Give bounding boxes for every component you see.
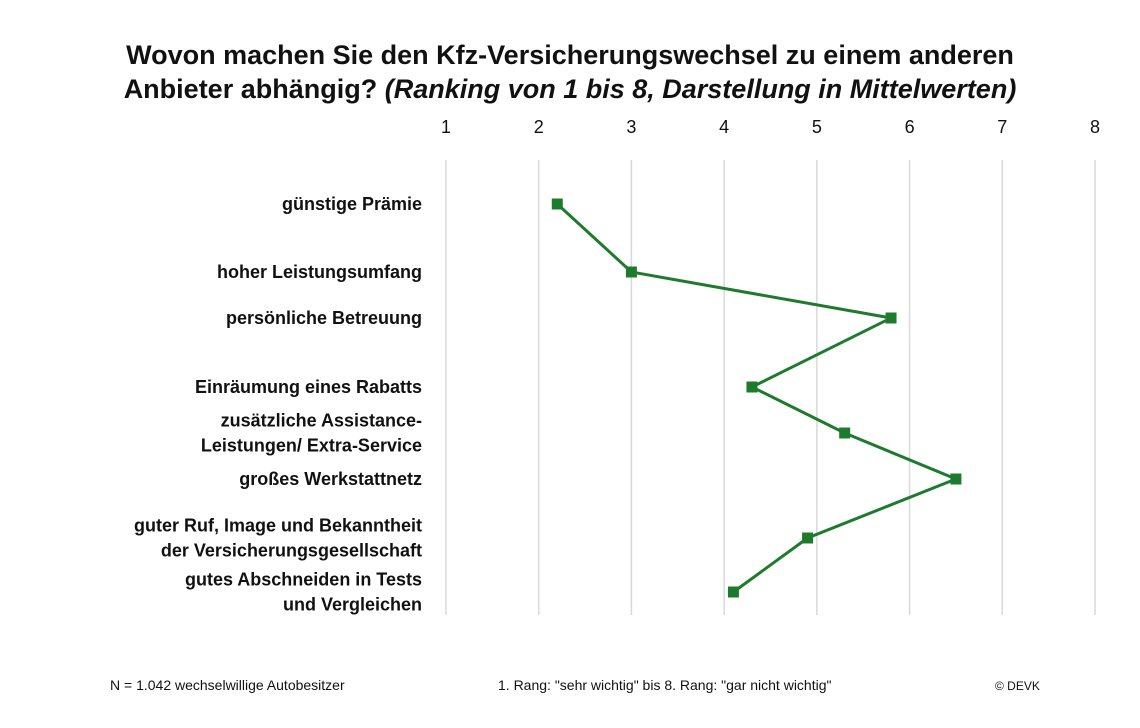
data-point-marker: [802, 532, 814, 544]
category-label: und Vergleichen: [283, 595, 422, 615]
copyright: © DEVK: [995, 679, 1040, 693]
data-point-marker: [727, 586, 739, 598]
data-point-marker: [950, 473, 962, 485]
category-label: gutes Abschneiden in Tests: [185, 570, 422, 590]
category-label: der Versicherungsgesellschaft: [161, 541, 422, 561]
category-label: hoher Leistungsumfang: [217, 262, 422, 282]
data-point-marker: [551, 198, 563, 210]
sample-note: N = 1.042 wechselwillige Autobesitzer: [110, 677, 345, 693]
category-label: großes Werkstattnetz: [239, 469, 422, 489]
category-label: persönliche Betreuung: [226, 308, 422, 328]
x-tick-label: 4: [719, 117, 729, 137]
title-line-1: Wovon machen Sie den Kfz-Versicherungswe…: [126, 40, 1014, 70]
category-label: zusätzliche Assistance-: [221, 411, 422, 431]
data-point-marker: [746, 381, 758, 393]
data-point-marker: [625, 266, 637, 278]
title-main: Anbieter abhängig?: [123, 74, 378, 104]
category-label: günstige Prämie: [282, 194, 422, 214]
title-subtitle: (Ranking von 1 bis 8, Darstellung in Mit…: [384, 74, 1017, 104]
category-label: guter Ruf, Image und Bekanntheit: [134, 516, 422, 536]
x-tick-label: 5: [812, 117, 822, 137]
category-label: Leistungen/ Extra-Service: [201, 436, 422, 456]
x-tick-label: 8: [1090, 117, 1100, 137]
data-point-marker: [885, 312, 897, 324]
x-tick-label: 2: [534, 117, 544, 137]
x-tick-label: 3: [626, 117, 636, 137]
data-point-marker: [839, 427, 851, 439]
x-tick-label: 6: [905, 117, 915, 137]
title-line-2: Anbieter abhängig? (Ranking von 1 bis 8,…: [0, 72, 1140, 106]
series-line: [556, 202, 960, 594]
x-tick-label: 1: [441, 117, 451, 137]
category-label: Einräumung eines Rabatts: [195, 377, 422, 397]
scale-note: 1. Rang: "sehr wichtig" bis 8. Rang: "ga…: [498, 677, 832, 693]
chart-title: Wovon machen Sie den Kfz-Versicherungswe…: [0, 38, 1140, 106]
x-tick-label: 7: [997, 117, 1007, 137]
